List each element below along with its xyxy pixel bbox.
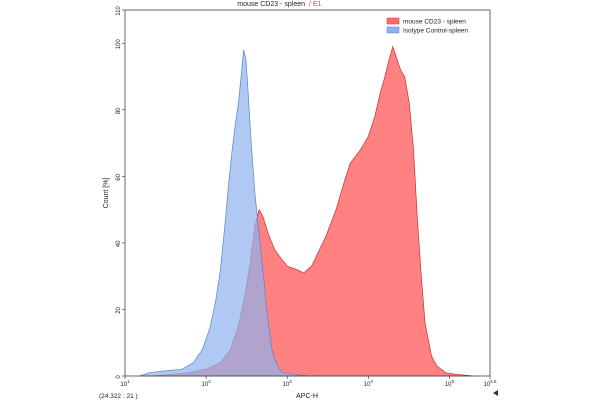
legend-swatch-1 <box>386 26 400 34</box>
y-axis: 0 20 40 60 80 100 110 <box>116 6 125 379</box>
x-tick-label-1: 102 <box>202 379 212 388</box>
y-axis-title: Count [%] <box>103 178 110 209</box>
y-tick-label-2: 40 <box>116 240 122 247</box>
x-axis: 101 102 103 104 105 105.5 <box>120 376 497 388</box>
legend-label-1: Isotype Control-spleen <box>403 28 468 35</box>
legend: mouse CD23 - spleen Isotype Control-splee… <box>386 17 468 35</box>
plot-frame <box>124 9 491 377</box>
cursor-readout: (24.322 : 21 ) <box>99 393 138 400</box>
y-tick-label-6: 110 <box>116 6 122 16</box>
y-tick-label-4: 80 <box>116 107 122 114</box>
x-axis-title: APC-H <box>296 393 318 400</box>
x-tick-label-4: 105 <box>445 379 455 388</box>
x-tick-label-2: 103 <box>283 379 293 388</box>
y-tick-label-1: 20 <box>116 306 122 313</box>
y-tick-label-3: 60 <box>116 173 122 180</box>
title-text: mouse CD23 - spleen <box>237 1 305 8</box>
x-tick-label-0: 101 <box>120 379 130 388</box>
legend-label-0: mouse CD23 - spleen <box>403 19 466 26</box>
title-suffix: / E1 <box>309 1 322 8</box>
legend-swatch-0 <box>386 17 400 25</box>
y-tick-label-5: 100 <box>116 39 122 50</box>
series-layer <box>139 45 474 377</box>
chart-title: mouse CD23 - spleen / E1 <box>237 1 321 8</box>
series-area-1 <box>139 49 312 377</box>
y-tick-label-0: 0 <box>116 375 122 379</box>
scroll-left-arrow-icon[interactable] <box>493 390 498 396</box>
series-area-0 <box>149 45 474 377</box>
x-tick-label-5: 105.5 <box>484 379 497 388</box>
x-tick-label-3: 104 <box>364 379 374 388</box>
